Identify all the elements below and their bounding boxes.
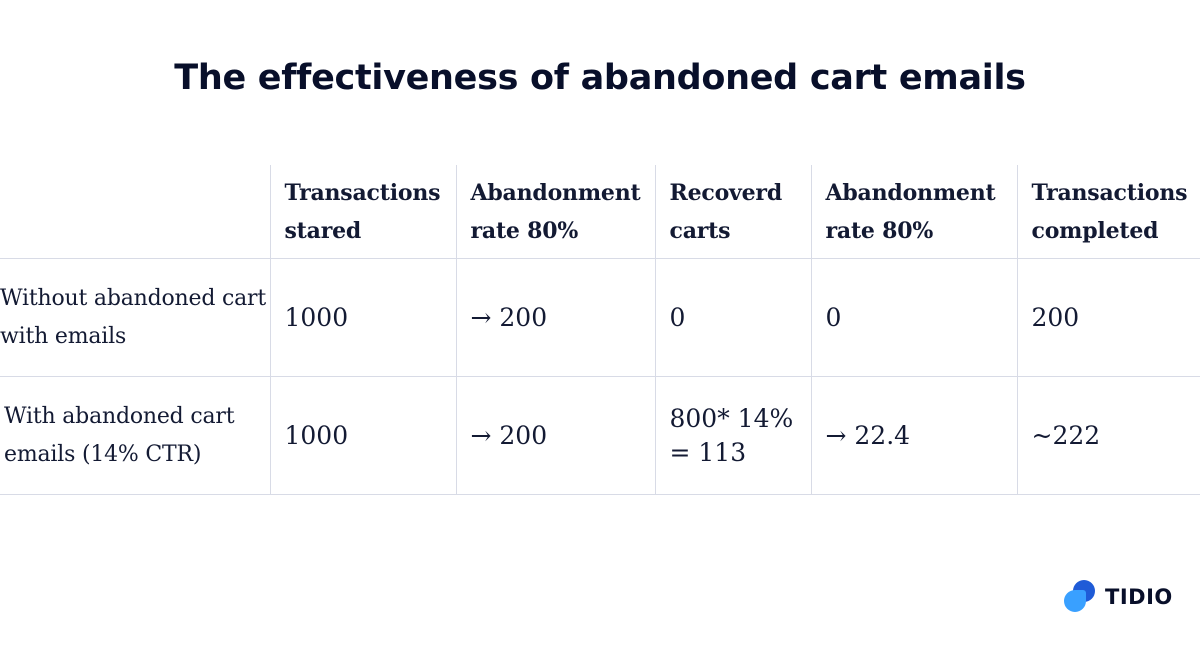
tidio-chat-bubbles-icon (1064, 580, 1097, 613)
table-header-recovered-carts: Recoverd carts (654, 165, 811, 259)
table-cell: 800* 14% = 113 (654, 376, 811, 495)
table-cell: → 200 (455, 376, 655, 495)
table-cell: 1000 (269, 376, 456, 495)
table-header-transactions-started: Transactions stared (269, 165, 456, 259)
brand-logo: TIDIO (1064, 580, 1173, 613)
table-cell: → 22.4 (810, 376, 1017, 495)
row-label: With abandoned cart emails (14% CTR) (0, 376, 270, 495)
table-row: Without abandoned cart with emails 1000 … (0, 258, 1200, 377)
brand-name: TIDIO (1105, 584, 1173, 609)
table-cell: 1000 (269, 258, 456, 377)
table-header-abandonment-rate: Abandonment rate 80% (455, 165, 655, 259)
table-cell: → 200 (455, 258, 655, 377)
table-cell: 0 (654, 258, 811, 377)
table-cell: 200 (1016, 258, 1200, 377)
table-header-transactions-completed: Transactions completed (1016, 165, 1200, 259)
table-header-corner (0, 165, 270, 259)
comparison-table: Transactions stared Abandonment rate 80%… (0, 165, 1200, 495)
page-title: The effectiveness of abandoned cart emai… (174, 58, 1026, 98)
table-row: With abandoned cart emails (14% CTR) 100… (0, 376, 1200, 495)
table-cell: ~222 (1016, 376, 1200, 495)
table-cell: 0 (810, 258, 1017, 377)
table-header-abandonment-rate-2: Abandonment rate 80% (810, 165, 1017, 259)
row-label: Without abandoned cart with emails (0, 258, 270, 377)
table-header-row: Transactions stared Abandonment rate 80%… (0, 165, 1200, 259)
